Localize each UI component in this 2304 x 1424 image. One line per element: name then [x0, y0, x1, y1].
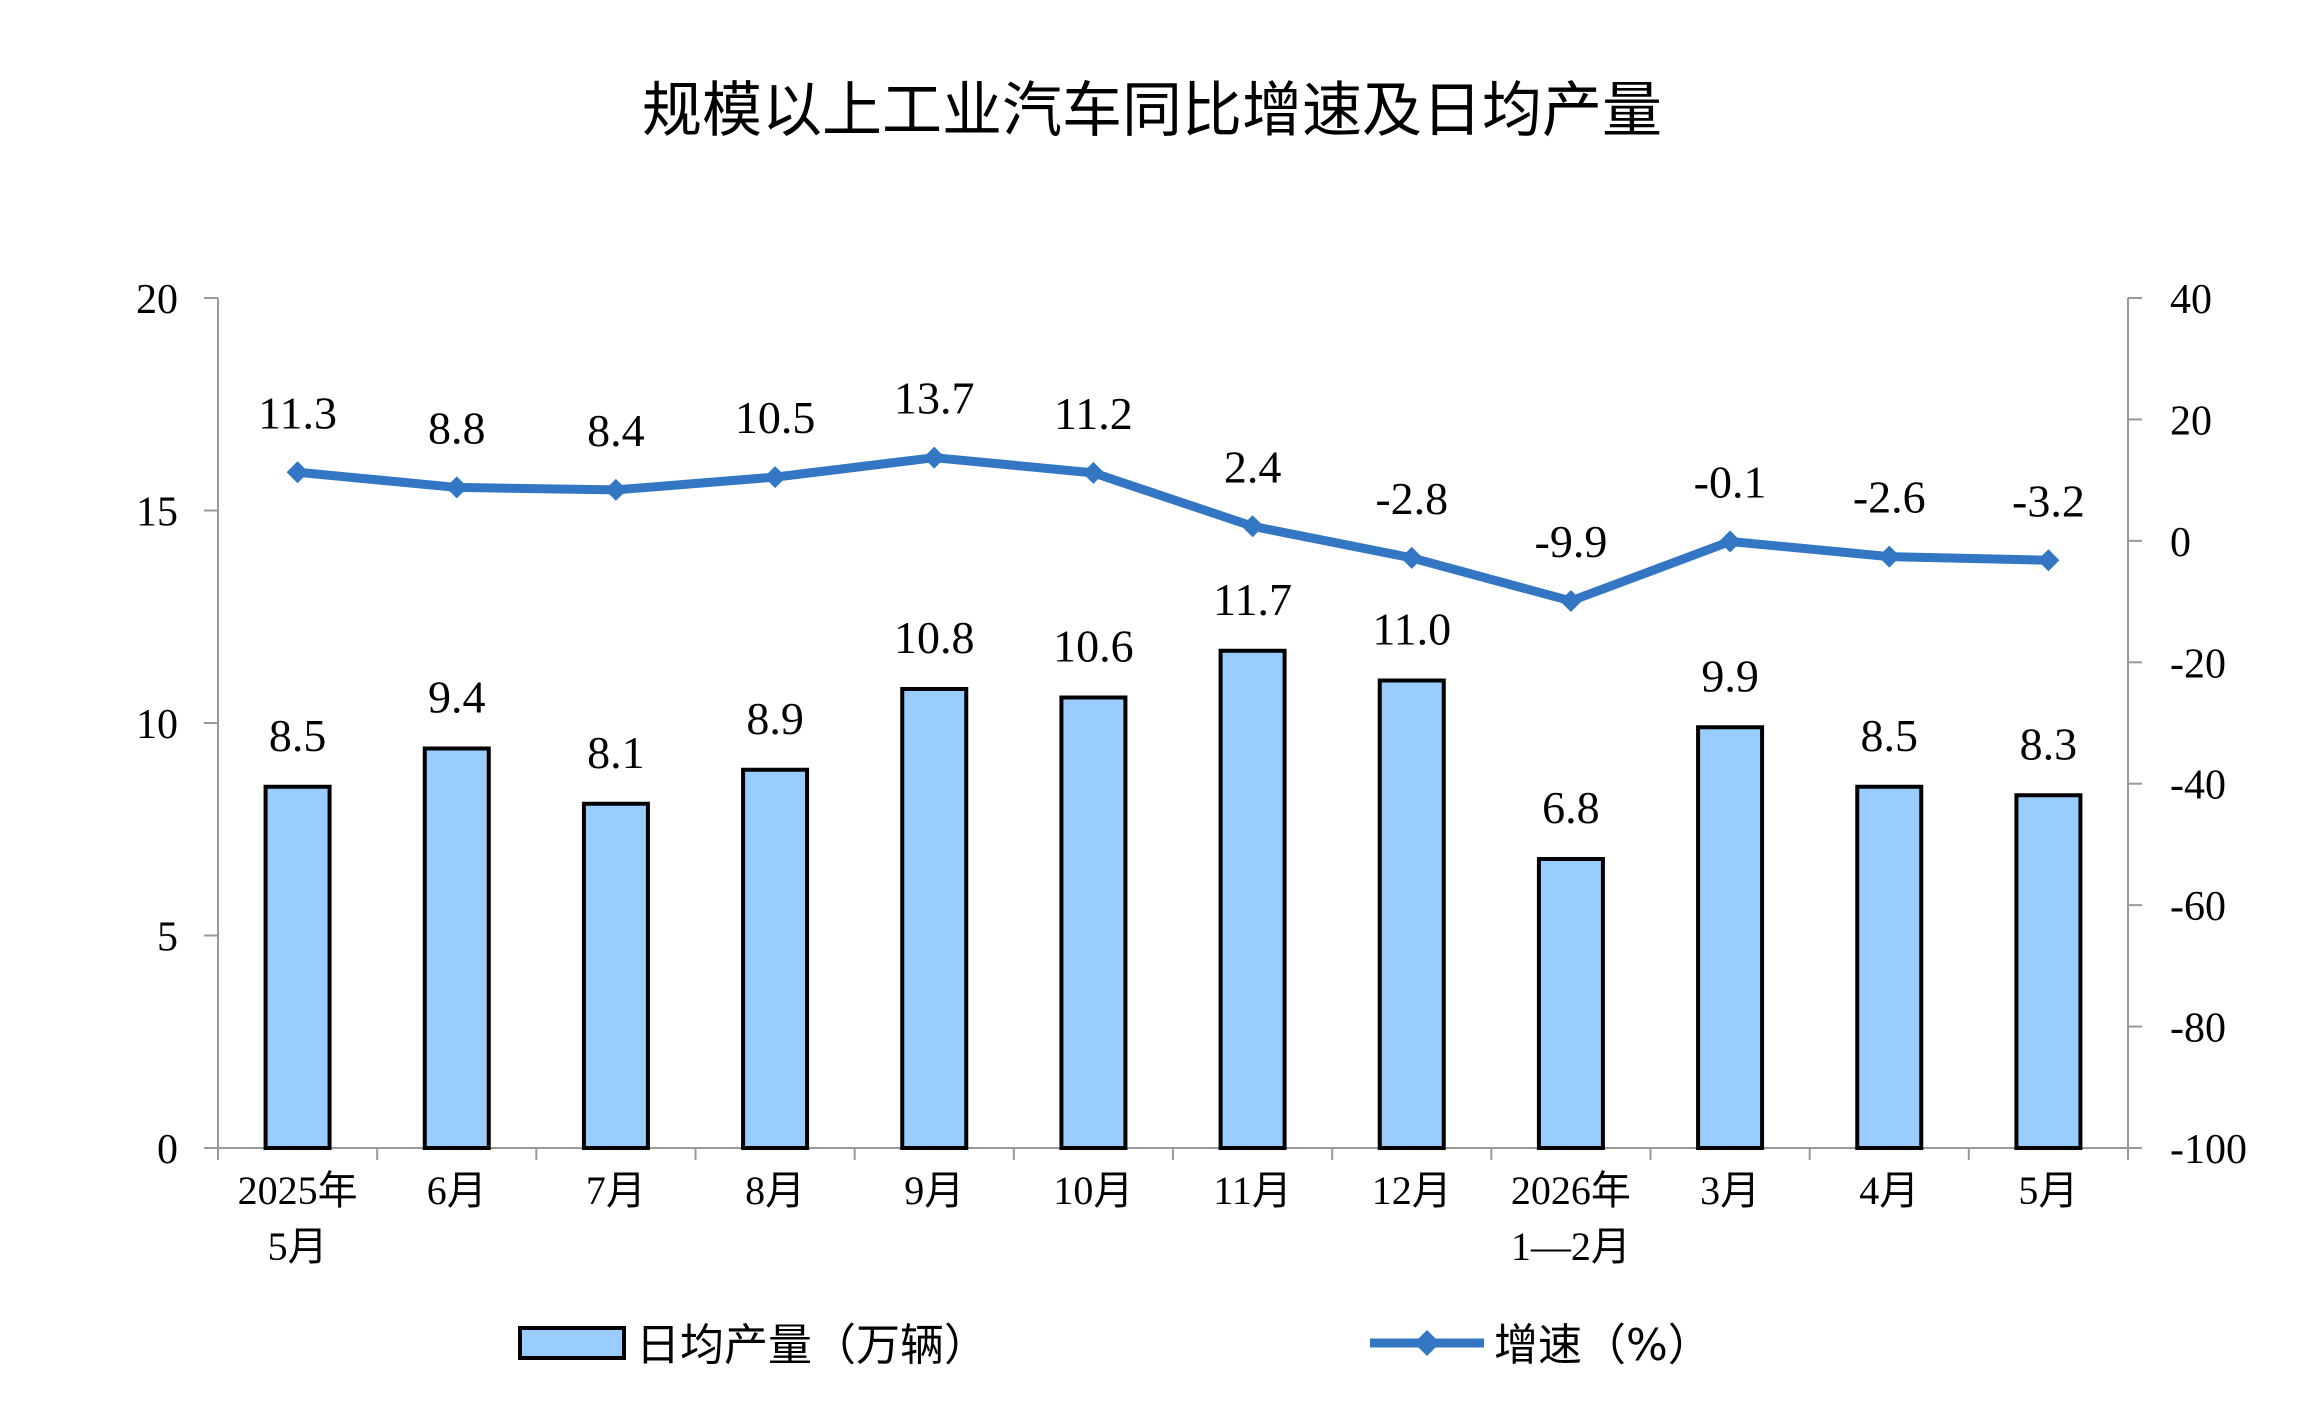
legend-line-label: 增速（%） — [1494, 1320, 1712, 1371]
bar-series — [263, 648, 2083, 1150]
growth-marker — [445, 476, 468, 499]
left-axis-tick-label: 5 — [157, 915, 178, 961]
bar — [581, 801, 650, 1150]
x-category-label: 11月 — [1213, 1168, 1292, 1213]
growth-marker — [604, 478, 627, 501]
growth-value-label: -0.1 — [1694, 456, 1767, 507]
right-axis-tick-label: -80 — [2170, 1006, 2226, 1052]
bar — [263, 784, 332, 1150]
bar-value-label: 8.3 — [2020, 718, 2078, 769]
x-axis-labels: 2025年 5月 6月 7月 8月 9月 10月 11月 12月 2026年 1—2月 3月 4月 5月 — [238, 1168, 2079, 1269]
x-category-label: 2026年 — [1511, 1168, 1631, 1213]
growth-value-label: 13.7 — [894, 373, 975, 424]
bar — [1696, 725, 1765, 1150]
bar-value-label: 10.8 — [894, 612, 975, 663]
bar — [741, 767, 810, 1150]
growth-value-label: -3.2 — [2012, 475, 2085, 526]
bar — [900, 687, 969, 1150]
right-axis-tick-label: -20 — [2170, 641, 2226, 687]
right-axis-tick-label: 20 — [2170, 398, 2212, 444]
growth-line — [297, 453, 2049, 606]
growth-value-label: 11.2 — [1054, 388, 1133, 439]
right-axis-tick-label: -100 — [2170, 1127, 2247, 1173]
x-category-label: 5月 — [268, 1224, 328, 1269]
bar-value-label: 9.9 — [1701, 650, 1759, 701]
line-series — [286, 446, 2060, 612]
left-axis-tick-label: 10 — [136, 702, 178, 748]
growth-marker — [1559, 589, 1582, 612]
bar-value-label: 10.6 — [1053, 621, 1134, 672]
x-category-label: 1—2月 — [1511, 1224, 1631, 1269]
bar — [2014, 793, 2083, 1150]
x-category-label: 7月 — [586, 1168, 646, 1213]
x-category-label: 12月 — [1372, 1168, 1452, 1213]
x-category-label: 3月 — [1700, 1168, 1760, 1213]
growth-marker — [1400, 546, 1423, 569]
bar-value-label: 9.4 — [428, 672, 486, 723]
right-axis-tick-label: -40 — [2170, 763, 2226, 809]
growth-value-label: 8.4 — [587, 405, 645, 456]
left-axis-tick-label: 15 — [136, 490, 178, 536]
right-axis-tick-label: 40 — [2170, 277, 2212, 323]
right-axis-tick-label: -60 — [2170, 884, 2226, 930]
bar — [1377, 678, 1446, 1150]
bar — [1218, 648, 1287, 1150]
data-labels: 8.5 9.4 8.1 8.9 10.8 10.6 11.7 11.0 6.8 9.9 8.5 8.3… — [258, 373, 2085, 833]
bar — [1855, 784, 1924, 1150]
growth-value-label: -2.8 — [1375, 473, 1448, 524]
legend: 日均产量（万辆） 增速（%） — [518, 1320, 1712, 1371]
left-axis-tick-label: 0 — [157, 1127, 178, 1173]
x-category-label: 8月 — [745, 1168, 805, 1213]
bar-value-label: 8.9 — [746, 693, 804, 744]
bar-value-label: 8.5 — [269, 710, 327, 761]
axes: 0 5 10 15 20 -100 -80 -60 -40 -20 0 20 40 — [136, 277, 2247, 1173]
bar-value-label: 11.7 — [1213, 574, 1292, 625]
chart-title: 规模以上工业汽车同比增速及日均产量 — [642, 76, 1662, 146]
x-category-label: 4月 — [1859, 1168, 1919, 1213]
growth-marker — [1082, 461, 1105, 484]
bar — [1059, 695, 1128, 1150]
growth-value-label: 2.4 — [1224, 441, 1282, 492]
left-axis-tick-label: 20 — [136, 277, 178, 323]
legend-line-marker — [1414, 1330, 1440, 1356]
x-category-label: 6月 — [427, 1168, 487, 1213]
x-category-label: 5月 — [2018, 1168, 2078, 1213]
growth-value-label: -9.9 — [1535, 516, 1608, 567]
legend-bar-label: 日均产量（万辆） — [636, 1320, 988, 1371]
bar — [1536, 857, 1605, 1150]
growth-value-label: 8.8 — [428, 402, 486, 453]
growth-marker — [286, 461, 309, 484]
bar-value-label: 11.0 — [1372, 604, 1451, 655]
growth-value-label: -2.6 — [1853, 472, 1926, 523]
bar-value-label: 8.5 — [1861, 710, 1919, 761]
growth-marker — [2037, 549, 2060, 572]
growth-marker — [1719, 530, 1742, 553]
x-category-label: 9月 — [904, 1168, 964, 1213]
x-category-label: 2025年 — [238, 1168, 358, 1213]
growth-value-label: 10.5 — [735, 392, 816, 443]
bar — [422, 746, 491, 1150]
growth-value-label: 11.3 — [258, 387, 337, 438]
growth-marker — [1241, 515, 1264, 538]
growth-marker — [923, 446, 946, 469]
right-axis-tick-label: 0 — [2170, 520, 2191, 566]
bar-value-label: 8.1 — [587, 727, 645, 778]
growth-marker — [1878, 545, 1901, 568]
bar-value-label: 6.8 — [1542, 782, 1600, 833]
growth-marker — [764, 466, 787, 489]
x-category-label: 10月 — [1053, 1168, 1133, 1213]
legend-bar-swatch — [518, 1326, 626, 1360]
